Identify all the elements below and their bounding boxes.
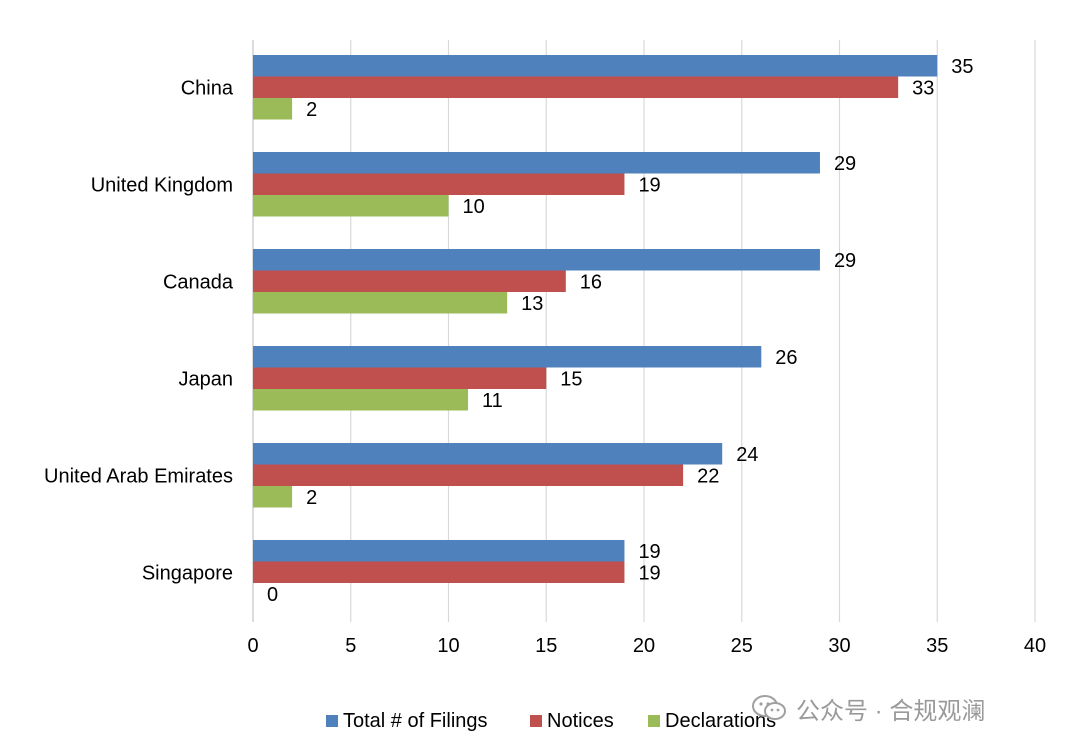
gridlines	[252, 40, 1036, 622]
data-label: 19	[638, 541, 660, 563]
bar	[253, 76, 899, 98]
bar	[253, 346, 762, 368]
bar	[253, 486, 293, 508]
data-label: 16	[580, 271, 602, 293]
x-tick-label: 35	[926, 635, 948, 657]
legend-swatch-notices	[530, 715, 542, 727]
legend-item-total: Total # of Filings	[326, 709, 488, 733]
data-label: 2	[306, 99, 317, 121]
bar	[253, 292, 508, 314]
legend-item-declarations: Declarations	[648, 709, 776, 733]
data-label: 22	[697, 465, 719, 487]
x-tick-label: 20	[633, 635, 655, 657]
x-tick-label: 30	[828, 635, 850, 657]
watermark: 公众号 · 合规观澜	[752, 690, 985, 726]
x-tick-label: 25	[731, 635, 753, 657]
data-label: 29	[834, 153, 856, 175]
data-label: 11	[482, 390, 503, 412]
bar	[253, 464, 684, 486]
data-label: 0	[267, 584, 278, 606]
data-label: 29	[834, 250, 856, 272]
bars	[253, 55, 938, 583]
data-label: 26	[775, 347, 797, 369]
legend-label-total: Total # of Filings	[343, 709, 488, 732]
legend-label-declarations: Declarations	[665, 709, 777, 732]
bar	[253, 270, 566, 292]
bar	[253, 443, 723, 465]
category-label: United Kingdom	[91, 174, 233, 196]
category-label: United Arab Emirates	[44, 465, 233, 487]
data-label: 13	[521, 293, 543, 315]
bar	[253, 55, 938, 77]
category-label: China	[181, 77, 234, 99]
x-tick-label: 15	[535, 635, 557, 657]
data-label: 2	[306, 487, 317, 509]
bar	[253, 98, 293, 120]
data-label: 35	[951, 56, 973, 78]
bar	[253, 152, 820, 174]
x-tick-labels: 0 5 10 15 20 25 30 35 40	[247, 635, 1046, 657]
category-labels: China United Kingdom Canada Japan United Ara…	[44, 77, 234, 584]
bar	[253, 561, 625, 583]
watermark-text: 公众号 · 合规观澜	[796, 697, 986, 725]
bar	[253, 367, 547, 389]
x-tick-label: 40	[1024, 635, 1046, 657]
bar	[253, 195, 449, 217]
legend: Total # of Filings Notices Declarations	[0, 705, 1080, 737]
legend-swatch-total	[326, 715, 338, 727]
data-label: 15	[560, 368, 582, 390]
legend-label-notices: Notices	[547, 709, 614, 732]
bar	[253, 249, 820, 271]
legend-item-notices: Notices	[530, 709, 614, 733]
data-label: 10	[463, 196, 485, 218]
legend-swatch-declarations	[648, 715, 660, 727]
x-tick-label: 5	[345, 635, 356, 657]
category-label: Canada	[163, 271, 234, 293]
bar	[253, 389, 469, 411]
wechat-icon	[752, 695, 786, 720]
data-label: 19	[638, 562, 660, 584]
data-label: 19	[638, 174, 660, 196]
data-label: 33	[912, 77, 934, 99]
category-label: Singapore	[142, 562, 233, 584]
x-tick-label: 0	[247, 635, 258, 657]
bar	[253, 173, 625, 195]
category-label: Japan	[179, 368, 234, 390]
data-label: 24	[736, 444, 758, 466]
bar	[253, 540, 625, 562]
x-tick-label: 10	[437, 635, 459, 657]
